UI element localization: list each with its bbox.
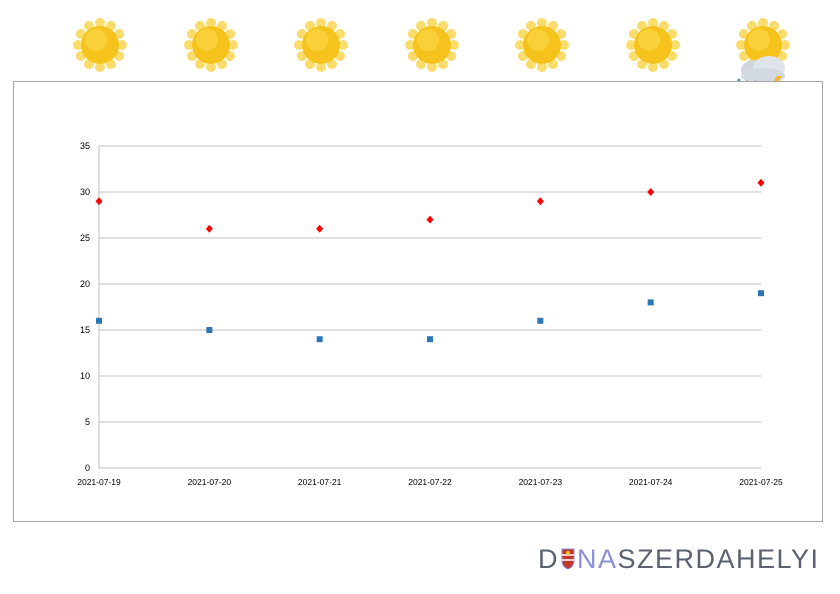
y-tick-label: 15	[80, 325, 90, 335]
min-temperature-point	[316, 336, 323, 343]
x-tick-label: 2021-07-23	[519, 477, 563, 487]
min-temperature-point	[427, 336, 433, 343]
x-tick-label: 2021-07-25	[739, 477, 783, 487]
y-tick-label: 25	[80, 233, 90, 243]
min-temperature-point	[758, 290, 764, 297]
logo-text-start: D	[538, 544, 559, 574]
y-tick-label: 30	[80, 187, 90, 197]
chart-canvas: 0 5 10 15 20 25 30 35 2021-07-19 2021-07-20 2021-…	[77, 141, 783, 487]
sun-icon	[181, 18, 241, 98]
y-tick-label: 10	[80, 371, 90, 381]
min-temperature-point	[206, 327, 213, 333]
temperature-chart: 0 5 10 15 20 25 30 35 2021-07-19 2021-07-20 2021-…	[13, 81, 823, 522]
dunaszerdahelyi-logo[interactable]: D NASZERDAHELYI	[538, 544, 820, 575]
x-tick-label: 2021-07-22	[408, 477, 452, 487]
min-temperature-point	[96, 317, 102, 324]
min-temperature-point	[537, 317, 544, 324]
max-temperature-point	[426, 215, 434, 224]
max-temperature-point	[757, 178, 765, 187]
max-temperature-point	[95, 197, 103, 206]
y-tick-label: 5	[85, 417, 90, 427]
x-tick-label: 2021-07-24	[629, 477, 673, 487]
logo-text-accent: NA	[577, 544, 618, 574]
y-tick-label: 0	[85, 463, 90, 473]
logo-text-end: SZERDAHELYI	[617, 544, 820, 574]
sun-icon	[402, 18, 462, 98]
x-tick-label: 2021-07-21	[298, 477, 342, 487]
max-temperature-point	[647, 188, 655, 196]
min-temperature-point	[647, 299, 654, 306]
coat-of-arms-icon	[561, 546, 575, 570]
max-temperature-point	[536, 197, 544, 206]
y-tick-label: 35	[80, 141, 90, 151]
x-tick-label: 2021-07-20	[188, 477, 232, 487]
max-temperature-point	[316, 224, 324, 233]
max-temperature-point	[205, 224, 213, 233]
x-tick-label: 2021-07-19	[77, 477, 121, 487]
y-tick-label: 20	[80, 279, 90, 289]
